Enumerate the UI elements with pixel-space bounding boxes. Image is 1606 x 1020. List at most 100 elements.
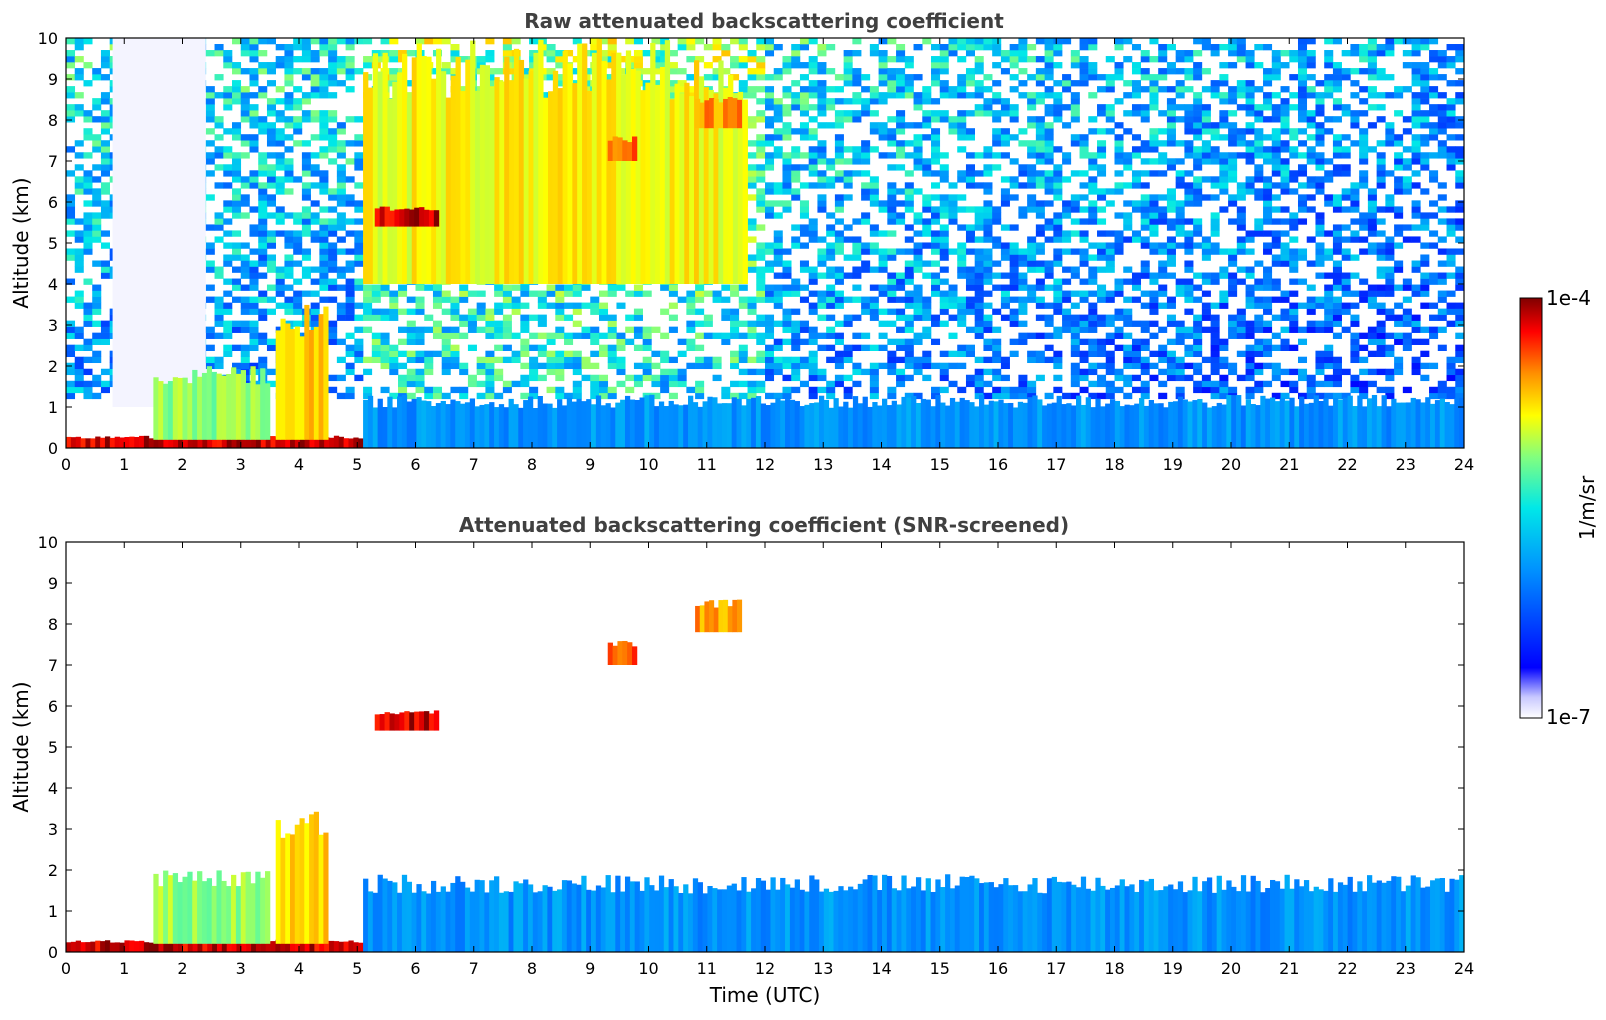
noise-cell: [765, 38, 775, 45]
noise-cell: [1097, 266, 1107, 273]
noise-cell: [1097, 392, 1107, 400]
noise-cell: [546, 302, 556, 309]
noise-cell: [240, 104, 250, 111]
noise-cell: [765, 332, 775, 339]
noise-cell: [791, 362, 801, 370]
noise-cell: [931, 116, 941, 123]
noise-cell: [1324, 116, 1334, 123]
noise-cell: [1166, 254, 1176, 261]
noise-cell: [1341, 278, 1351, 285]
noise-cell: [765, 344, 775, 351]
noise-cell: [922, 314, 932, 321]
noise-cell: [232, 242, 242, 249]
noise-cell: [1009, 182, 1019, 189]
noise-cell: [1070, 116, 1080, 123]
noise-cell: [782, 92, 792, 99]
noise-cell: [983, 104, 993, 111]
noise-cell: [1088, 368, 1098, 376]
noise-cell: [1289, 176, 1299, 183]
noise-cell: [791, 338, 801, 345]
noise-cell: [1123, 296, 1133, 303]
noise-cell: [1271, 254, 1281, 261]
noise-cell: [389, 368, 399, 376]
noise-cell: [861, 212, 871, 219]
noise-cell: [293, 38, 303, 45]
noise-cell: [1324, 320, 1334, 327]
noise-cell: [826, 386, 836, 394]
noise-cell: [1271, 104, 1281, 111]
noise-cell: [1271, 170, 1281, 177]
noise-cell: [100, 140, 110, 147]
noise-cell: [555, 290, 565, 297]
noise-cell: [1297, 218, 1308, 225]
noise-cell: [214, 134, 224, 141]
noise-cell: [887, 212, 897, 219]
noise-cell: [1263, 296, 1273, 303]
noise-cell: [214, 182, 224, 189]
noise-cell: [232, 326, 242, 333]
noise-cell: [1245, 122, 1255, 129]
noise-cell: [1053, 194, 1063, 201]
noise-cell: [922, 350, 932, 358]
noise-cell: [1332, 392, 1342, 400]
noise-cell: [983, 290, 993, 297]
noise-cell: [931, 146, 941, 153]
noise-cell: [791, 146, 801, 153]
noise-cell: [1053, 182, 1063, 189]
noise-cell: [642, 362, 652, 370]
noise-cell: [1105, 290, 1115, 297]
noise-cell: [939, 92, 949, 99]
noise-cell: [887, 56, 897, 63]
noise-cell: [878, 248, 888, 255]
noise-cell: [1219, 62, 1229, 69]
noise-cell: [826, 104, 836, 111]
noise-cell: [808, 230, 818, 237]
noise-cell: [721, 338, 731, 345]
noise-cell: [1018, 260, 1028, 267]
noise-cell: [1359, 356, 1369, 364]
noise-cell: [1201, 152, 1211, 159]
noise-cell: [564, 314, 574, 321]
noise-cell: [415, 350, 425, 358]
noise-cell: [616, 284, 626, 291]
noise-cell: [258, 200, 268, 207]
noise-cell: [686, 302, 696, 309]
noise-cell: [834, 134, 844, 141]
noise-cell: [345, 44, 355, 51]
noise-cell: [843, 386, 853, 394]
noise-cell: [843, 194, 853, 201]
noise-cell: [406, 356, 416, 364]
noise-cell: [896, 56, 906, 63]
noise-cell: [284, 50, 294, 57]
noise-cell: [555, 296, 565, 303]
noise-cell: [66, 326, 76, 333]
noise-cell: [983, 302, 993, 309]
noise-cell: [415, 356, 425, 364]
noise-cell: [1228, 38, 1238, 45]
noise-cell: [1271, 74, 1281, 81]
noise-cell: [266, 104, 276, 111]
noise-cell: [660, 350, 670, 358]
noise-cell: [869, 362, 879, 370]
noise-cell: [1280, 242, 1290, 249]
noise-cell: [834, 302, 844, 309]
noise-cell: [1263, 362, 1273, 370]
noise-cell: [1166, 158, 1176, 165]
noise-cell: [66, 332, 76, 339]
noise-cell: [765, 158, 775, 165]
noise-cell: [1149, 56, 1159, 63]
noise-cell: [695, 362, 705, 370]
noise-cell: [1027, 44, 1037, 51]
noise-cell: [782, 338, 792, 345]
noise-cell: [1097, 194, 1107, 201]
noise-cell: [92, 302, 102, 309]
noise-cell: [756, 284, 766, 291]
noise-cell: [476, 314, 486, 321]
noise-cell: [1027, 182, 1037, 189]
noise-cell: [1306, 182, 1316, 189]
noise-cell: [1193, 98, 1203, 105]
noise-cell: [598, 386, 609, 394]
noise-cell: [83, 200, 93, 207]
noise-cell: [249, 338, 259, 345]
noise-cell: [1359, 98, 1369, 105]
